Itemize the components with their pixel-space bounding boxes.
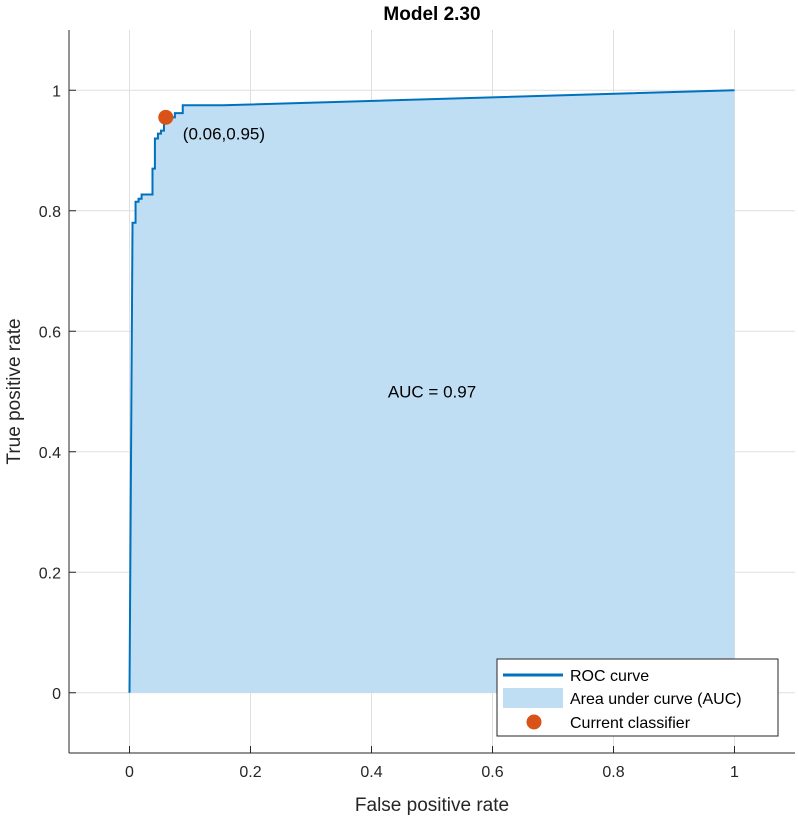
x-tick-label: 1	[730, 764, 739, 781]
x-tick-label: 0.2	[239, 764, 261, 781]
x-tick-label: 0.8	[602, 764, 624, 781]
y-tick-label: 0.4	[39, 445, 61, 462]
legend-auc-label: Area under curve (AUC)	[570, 691, 742, 708]
auc-area	[129, 90, 735, 693]
legend-roc-label: ROC curve	[570, 668, 649, 685]
chart-title: Model 2.30	[383, 4, 480, 25]
y-tick-label: 0	[52, 686, 61, 703]
y-tick-label: 0.6	[39, 324, 61, 341]
current-classifier-marker	[158, 109, 174, 125]
legend-auc-swatch	[503, 688, 563, 708]
auc-annotation: AUC = 0.97	[388, 383, 476, 402]
legend-classifier-swatch	[526, 714, 542, 730]
legend: ROC curve Area under curve (AUC) Current…	[496, 658, 779, 737]
roc-curve-line	[128, 89, 735, 693]
x-tick-labels: 0 0.2 0.4 0.6 0.8 1	[125, 764, 739, 781]
y-tick-labels: 0 0.2 0.4 0.6 0.8 1	[39, 83, 61, 703]
current-classifier-label: (0.06,0.95)	[183, 124, 265, 143]
axes-box	[68, 30, 795, 754]
y-axis-label: True positive rate	[4, 318, 25, 464]
y-tick-label: 1	[52, 83, 61, 100]
legend-classifier-label: Current classifier	[570, 715, 691, 732]
x-tick-label: 0	[125, 764, 134, 781]
y-tick-label: 0.8	[39, 204, 61, 221]
x-tick-label: 0.4	[360, 764, 382, 781]
x-axis-label: False positive rate	[355, 795, 509, 816]
y-tick-label: 0.2	[39, 565, 61, 582]
x-tick-label: 0.6	[481, 764, 503, 781]
